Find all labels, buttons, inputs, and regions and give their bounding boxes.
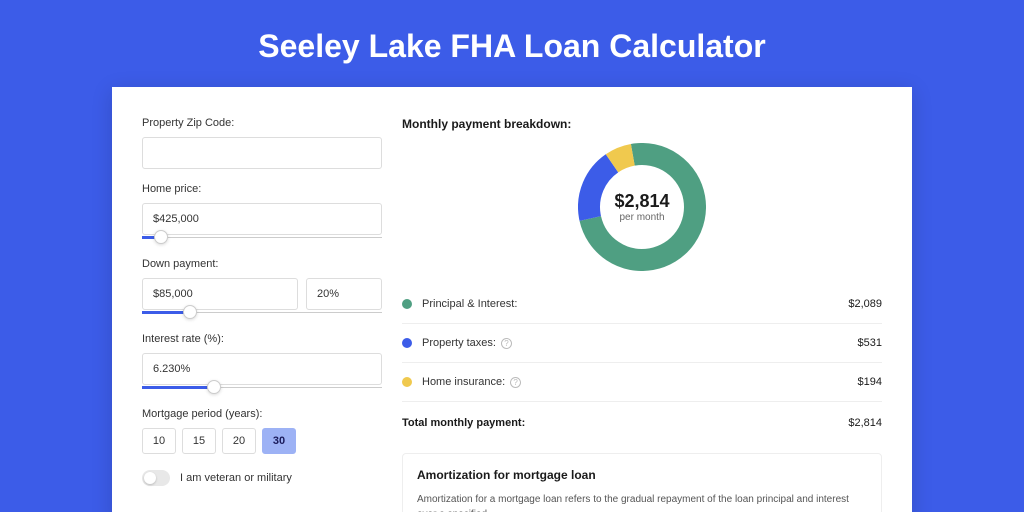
down-payment-slider-thumb[interactable] — [183, 305, 197, 319]
down-payment-slider[interactable] — [142, 309, 382, 319]
home-price-input[interactable] — [142, 203, 382, 235]
legend: Principal & Interest:$2,089 Property taxe… — [402, 289, 882, 402]
legend-row: Home insurance:?$194 — [402, 367, 882, 397]
mortgage-period-button-30[interactable]: 30 — [262, 428, 296, 454]
mortgage-period-button-15[interactable]: 15 — [182, 428, 216, 454]
legend-dot-icon — [402, 377, 412, 387]
total-row: Total monthly payment: $2,814 — [402, 406, 882, 439]
legend-dot-icon — [402, 338, 412, 348]
down-payment-pct-input[interactable] — [306, 278, 382, 310]
legend-row: Principal & Interest:$2,089 — [402, 289, 882, 319]
veteran-toggle[interactable] — [142, 470, 170, 486]
zip-label: Property Zip Code: — [142, 117, 382, 129]
interest-rate-slider-thumb[interactable] — [207, 380, 221, 394]
legend-label: Principal & Interest: — [422, 298, 848, 310]
legend-dot-icon — [402, 299, 412, 309]
info-icon[interactable]: ? — [501, 338, 512, 349]
interest-rate-label: Interest rate (%): — [142, 333, 382, 345]
home-price-field-group: Home price: — [142, 183, 382, 244]
legend-label: Property taxes:? — [422, 337, 858, 349]
legend-value: $194 — [858, 376, 882, 388]
amortization-box: Amortization for mortgage loan Amortizat… — [402, 453, 882, 512]
breakdown-column: Monthly payment breakdown: $2,814 per mo… — [402, 117, 882, 512]
page-title: Seeley Lake FHA Loan Calculator — [0, 0, 1024, 87]
home-price-slider[interactable] — [142, 234, 382, 244]
interest-rate-field-group: Interest rate (%): — [142, 333, 382, 394]
interest-rate-slider[interactable] — [142, 384, 382, 394]
calculator-card: Property Zip Code: Home price: Down paym… — [112, 87, 912, 512]
amortization-text: Amortization for a mortgage loan refers … — [417, 492, 867, 512]
amortization-title: Amortization for mortgage loan — [417, 468, 867, 482]
mortgage-period-field-group: Mortgage period (years): 10152030 — [142, 408, 382, 454]
mortgage-period-button-20[interactable]: 20 — [222, 428, 256, 454]
legend-row: Property taxes:?$531 — [402, 328, 882, 358]
mortgage-period-button-10[interactable]: 10 — [142, 428, 176, 454]
home-price-slider-thumb[interactable] — [154, 230, 168, 244]
legend-value: $2,089 — [848, 298, 882, 310]
legend-label: Home insurance:? — [422, 376, 858, 388]
interest-rate-input[interactable] — [142, 353, 382, 385]
zip-input[interactable] — [142, 137, 382, 169]
down-payment-label: Down payment: — [142, 258, 382, 270]
info-icon[interactable]: ? — [510, 377, 521, 388]
breakdown-title: Monthly payment breakdown: — [402, 117, 882, 131]
mortgage-period-label: Mortgage period (years): — [142, 408, 382, 420]
donut-center: $2,814 per month — [614, 191, 669, 223]
form-column: Property Zip Code: Home price: Down paym… — [142, 117, 382, 512]
down-payment-field-group: Down payment: — [142, 258, 382, 319]
donut-chart: $2,814 per month — [402, 143, 882, 271]
total-value: $2,814 — [848, 417, 882, 429]
veteran-toggle-label: I am veteran or military — [180, 472, 292, 484]
legend-value: $531 — [858, 337, 882, 349]
down-payment-input[interactable] — [142, 278, 298, 310]
donut-amount: $2,814 — [614, 191, 669, 212]
donut-sub: per month — [614, 212, 669, 223]
zip-field-group: Property Zip Code: — [142, 117, 382, 169]
home-price-label: Home price: — [142, 183, 382, 195]
total-label: Total monthly payment: — [402, 417, 848, 429]
mortgage-period-buttons: 10152030 — [142, 428, 382, 454]
veteran-toggle-row: I am veteran or military — [142, 470, 382, 486]
